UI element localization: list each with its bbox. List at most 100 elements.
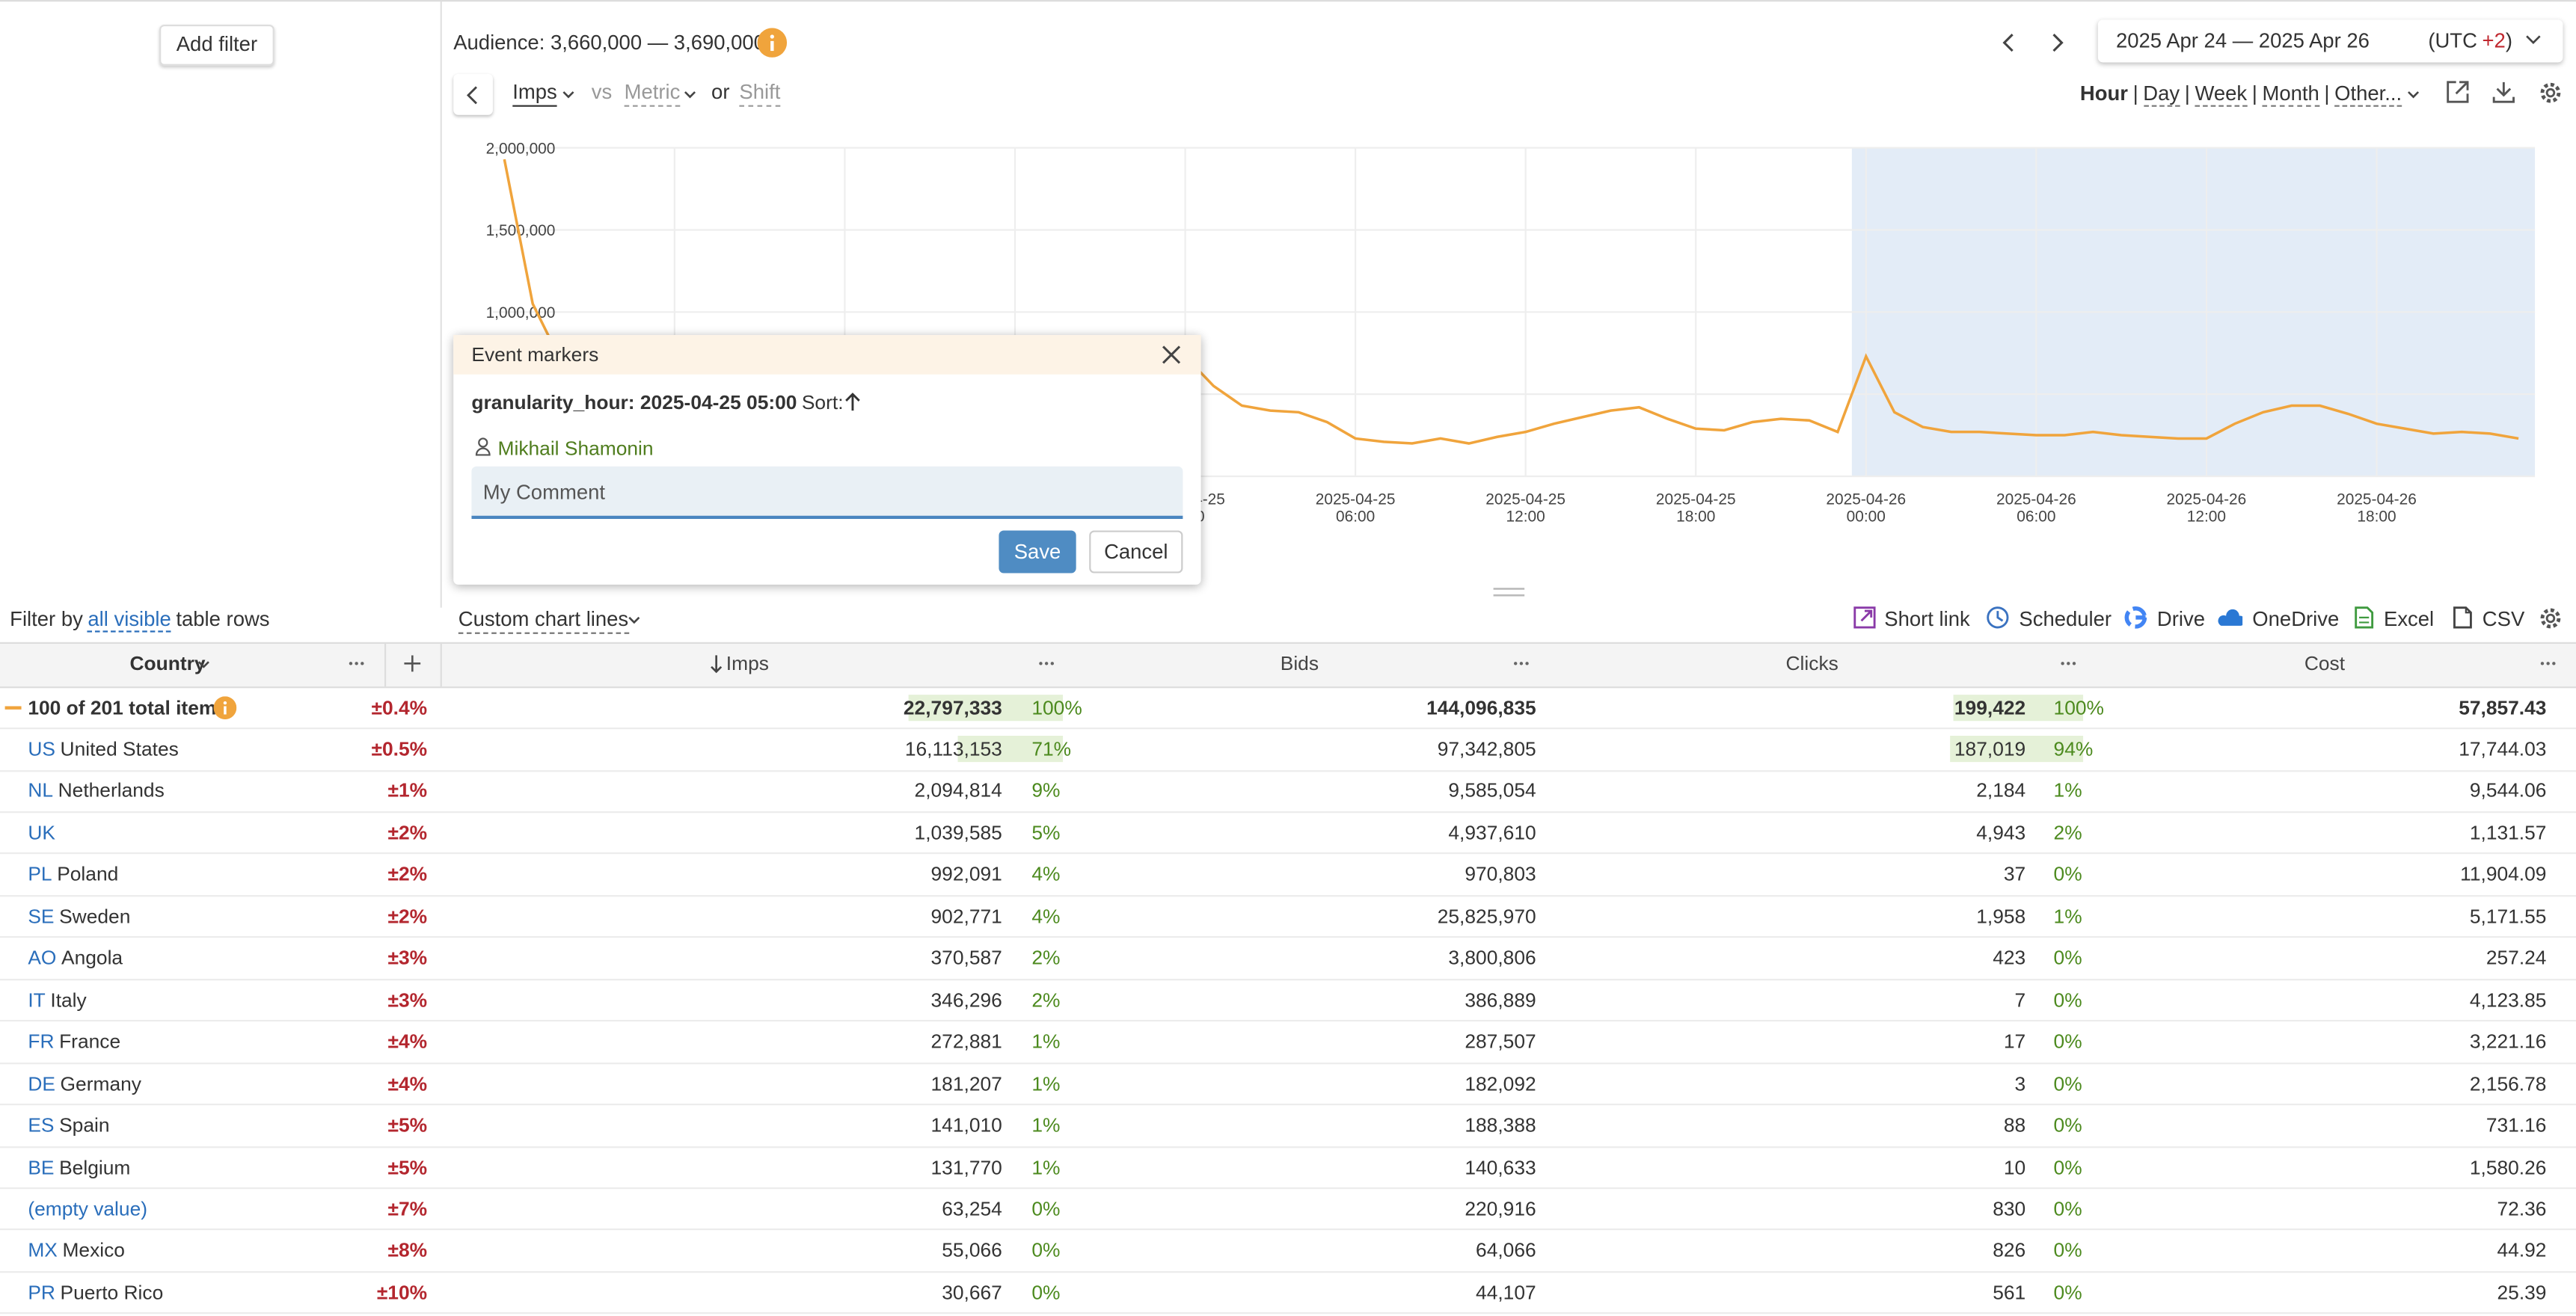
shift[interactable]: Shift: [739, 77, 781, 107]
row-border: [0, 1229, 2576, 1232]
column-menu[interactable]: [1038, 660, 1055, 667]
filter-scope: Filter by all visible table rows: [10, 604, 270, 634]
clicks-share: 0%: [2053, 1197, 2082, 1220]
country-code[interactable]: BE: [28, 1155, 55, 1178]
country-cell: AO Angola: [28, 943, 123, 973]
comment-input[interactable]: [471, 466, 1183, 520]
country-code[interactable]: PL: [28, 862, 52, 886]
cost-value: 17,744.03: [2459, 737, 2547, 760]
granularity-option[interactable]: Hour: [2079, 82, 2128, 105]
add-column[interactable]: [404, 655, 421, 672]
custom-lines-dropdown[interactable]: [628, 616, 641, 626]
country-name[interactable]: Netherlands: [58, 779, 165, 802]
clicks-value: 830: [1993, 1197, 2026, 1220]
metric-dropdown[interactable]: [562, 90, 575, 100]
column-header[interactable]: Country: [129, 651, 206, 675]
country-name[interactable]: Italy: [50, 988, 87, 1012]
country-name[interactable]: Mexico: [62, 1238, 125, 1262]
column-menu[interactable]: [2540, 660, 2557, 667]
country-code[interactable]: ES: [28, 1113, 55, 1137]
close-icon[interactable]: [1162, 345, 1181, 364]
user-name[interactable]: Mikhail Shamonin: [497, 437, 654, 461]
granularity-option[interactable]: Day: [2143, 82, 2180, 107]
custom-chart-lines[interactable]: Custom chart lines: [458, 604, 629, 634]
metric-primary[interactable]: Imps: [512, 77, 557, 107]
country-name[interactable]: France: [59, 1030, 121, 1054]
column-menu[interactable]: [2060, 660, 2076, 667]
date-dropdown[interactable]: [2525, 34, 2542, 46]
back-arrow[interactable]: [466, 85, 480, 105]
country-code[interactable]: FR: [28, 1030, 55, 1054]
country-code[interactable]: AO: [28, 946, 57, 970]
country-code[interactable]: NL: [28, 779, 54, 802]
column-header[interactable]: Cost: [2304, 651, 2346, 675]
metric-compare[interactable]: Metric: [624, 77, 681, 107]
filter-link[interactable]: all visible: [88, 608, 171, 633]
csv[interactable]: CSV: [2482, 607, 2525, 631]
short-link-icon[interactable]: [1853, 606, 1878, 630]
total-line-marker: [4, 705, 22, 709]
excel-icon[interactable]: [2352, 606, 2377, 630]
country-name[interactable]: United States: [60, 737, 179, 760]
sort-label[interactable]: Sort:: [801, 390, 844, 414]
country-code[interactable]: IT: [28, 988, 46, 1012]
compare-dropdown[interactable]: [684, 90, 697, 100]
date-range-picker[interactable]: 2025 Apr 24 — 2025 Apr 26 (UTC +2): [2098, 19, 2563, 62]
country-name[interactable]: Poland: [57, 862, 119, 886]
save-button[interactable]: Save: [999, 530, 1076, 574]
country-code[interactable]: MX: [28, 1238, 58, 1262]
imps-share: 4%: [1031, 862, 1061, 886]
imps-share: 1%: [1031, 1071, 1061, 1095]
country-name[interactable]: Sweden: [59, 904, 131, 928]
clicks-value: 199,422: [1954, 695, 2026, 719]
country-name[interactable]: Belgium: [59, 1155, 131, 1178]
country-code[interactable]: UK: [28, 820, 55, 844]
csv-icon[interactable]: [2451, 606, 2476, 630]
column-header[interactable]: Bids: [1280, 651, 1319, 675]
clicks-value: 4,943: [1976, 820, 2026, 844]
chart-settings[interactable]: [2538, 81, 2563, 105]
country-code[interactable]: SE: [28, 904, 55, 928]
country-code[interactable]: (empty value): [28, 1197, 148, 1220]
excel[interactable]: Excel: [2384, 607, 2435, 631]
column-menu[interactable]: [1513, 660, 1530, 667]
drive-icon[interactable]: [2124, 606, 2149, 630]
clicks-value: 1,958: [1976, 904, 2026, 928]
table-settings[interactable]: [2538, 606, 2563, 630]
country-code[interactable]: PR: [28, 1280, 55, 1304]
column-header[interactable]: Clicks: [1785, 651, 1839, 675]
sort-arrow[interactable]: [844, 393, 861, 412]
granularity-dropdown[interactable]: [2407, 90, 2420, 100]
sort-desc-arrow[interactable]: [710, 654, 723, 674]
country-code[interactable]: US: [28, 737, 55, 760]
onedrive-icon[interactable]: [2218, 606, 2243, 630]
clicks-value: 88: [2003, 1113, 2026, 1137]
prev-period[interactable]: [2001, 33, 2017, 52]
granularity-option[interactable]: Week: [2195, 82, 2248, 107]
total-label: 100 of 201 total items: [28, 695, 227, 719]
granularity-option[interactable]: Other...: [2334, 82, 2402, 107]
cancel-button[interactable]: Cancel: [1089, 530, 1183, 574]
scheduler[interactable]: Scheduler: [2019, 607, 2112, 631]
bids-value: 44,107: [1476, 1280, 1536, 1304]
open-external[interactable]: [2446, 81, 2469, 104]
country-name[interactable]: Spain: [59, 1113, 110, 1137]
country-cell: FR France: [28, 1027, 120, 1057]
error-margin: ±2%: [387, 904, 428, 928]
country-code[interactable]: DE: [28, 1071, 55, 1095]
add-filter-button[interactable]: Add filter: [159, 24, 275, 66]
country-name[interactable]: Germany: [60, 1071, 141, 1095]
drive[interactable]: Drive: [2156, 607, 2205, 631]
country-sort-dropdown[interactable]: [197, 660, 211, 670]
country-name[interactable]: Angola: [61, 946, 123, 970]
resize-handle[interactable]: [1493, 586, 1525, 597]
onedrive[interactable]: OneDrive: [2252, 607, 2340, 631]
next-period[interactable]: [2049, 33, 2065, 52]
column-menu[interactable]: [349, 660, 365, 667]
country-name[interactable]: Puerto Rico: [60, 1280, 164, 1304]
column-header[interactable]: Imps: [726, 651, 769, 675]
download[interactable]: [2492, 81, 2515, 104]
scheduler-icon[interactable]: [1986, 606, 2011, 630]
granularity-option[interactable]: Month: [2262, 82, 2319, 107]
short-link[interactable]: Short link: [1884, 607, 1970, 631]
